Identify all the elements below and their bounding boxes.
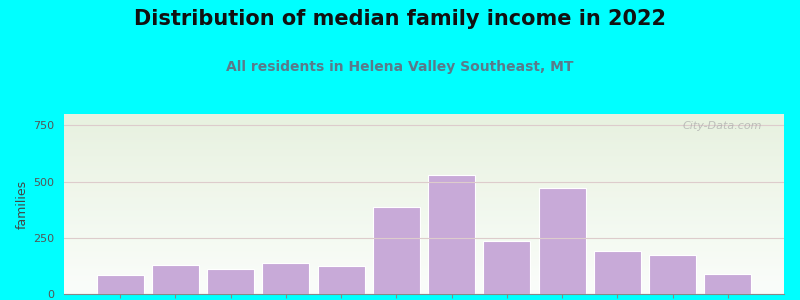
Bar <box>373 207 420 294</box>
Bar <box>428 175 475 294</box>
Bar <box>538 188 586 294</box>
Text: All residents in Helena Valley Southeast, MT: All residents in Helena Valley Southeast… <box>226 60 574 74</box>
Bar <box>483 241 530 294</box>
Bar <box>649 255 696 294</box>
Bar <box>262 262 310 294</box>
Y-axis label: families: families <box>16 179 29 229</box>
Bar <box>594 251 641 294</box>
Bar <box>704 274 751 294</box>
Bar <box>207 269 254 294</box>
Bar <box>152 265 199 294</box>
Text: Distribution of median family income in 2022: Distribution of median family income in … <box>134 9 666 29</box>
Text: City-Data.com: City-Data.com <box>683 121 762 131</box>
Bar <box>97 275 144 294</box>
Bar <box>318 266 365 294</box>
